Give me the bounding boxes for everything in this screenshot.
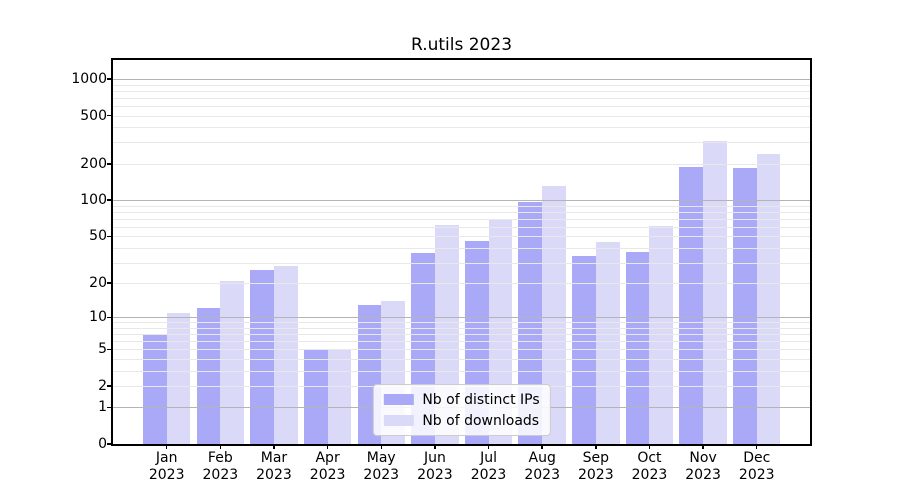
major-gridline-10 <box>113 317 810 319</box>
x-tick-month-mar: Mar <box>260 450 288 466</box>
bar-downloads-nov <box>703 140 727 444</box>
x-tick-year-dec: 2023 <box>738 467 775 483</box>
legend-swatch-downloads <box>383 415 414 426</box>
x-tick-label-oct: Oct 2023 <box>617 450 681 484</box>
x-tick-year-jun: 2023 <box>417 467 453 483</box>
minor-gridline-900 <box>113 84 810 86</box>
x-tick-label-dec: Dec 2023 <box>725 450 789 484</box>
minor-gridline-60 <box>113 226 810 228</box>
legend: Nb of distinct IPs Nb of downloads <box>372 384 551 436</box>
plot-area: Nb of distinct IPs Nb of downloads <box>111 58 812 446</box>
x-tick-label-may: May 2023 <box>349 450 413 484</box>
bar-downloads-apr <box>327 349 352 444</box>
bar-distinct-ips-apr <box>303 349 328 444</box>
x-tick-label-mar: Mar 2023 <box>242 450 306 484</box>
minor-gridline-800 <box>113 90 810 92</box>
minor-gridline-9 <box>113 322 810 324</box>
x-tick-month-nov: Nov <box>689 450 717 466</box>
minor-gridline-50 <box>113 236 810 238</box>
x-tick-month-apr: Apr <box>315 450 340 466</box>
x-tick-label-aug: Aug 2023 <box>510 450 574 484</box>
minor-gridline-600 <box>113 105 810 107</box>
legend-label-distinct-ips: Nb of distinct IPs <box>422 391 540 408</box>
minor-gridline-20 <box>113 283 810 285</box>
y-tick-label-100: 100 <box>80 192 107 209</box>
x-tick-month-jan: Jan <box>155 450 178 466</box>
y-tick-label-1: 1 <box>98 399 107 416</box>
minor-gridline-500 <box>113 115 810 117</box>
x-tick-year-mar: 2023 <box>256 467 292 483</box>
minor-gridline-4 <box>113 358 810 360</box>
minor-gridlines-layer <box>113 60 810 444</box>
x-tick-month-may: May <box>366 450 396 466</box>
bar-distinct-ips-mar <box>250 269 274 444</box>
x-tick-label-sep: Sep 2023 <box>564 450 628 484</box>
y-tick-label-200: 200 <box>80 155 107 172</box>
x-tick-year-apr: 2023 <box>309 467 346 483</box>
minor-gridline-7 <box>113 334 810 336</box>
x-tick-month-dec: Dec <box>743 450 771 466</box>
y-tick-label-2: 2 <box>98 377 107 394</box>
bar-distinct-ips-jan <box>143 334 167 444</box>
legend-label-downloads: Nb of downloads <box>422 412 540 429</box>
legend-item-downloads: Nb of downloads <box>383 410 539 431</box>
minor-gridline-80 <box>113 211 810 213</box>
x-tick-year-oct: 2023 <box>631 467 668 483</box>
legend-swatch-distinct-ips <box>383 394 414 405</box>
y-tick-label-20: 20 <box>89 275 107 292</box>
y-tick-label-5: 5 <box>98 341 107 358</box>
bar-distinct-ips-feb <box>196 308 221 444</box>
bar-downloads-aug <box>542 186 566 444</box>
minor-gridline-400 <box>113 127 810 129</box>
x-tick-year-jul: 2023 <box>470 467 507 483</box>
minor-gridline-90 <box>113 205 810 207</box>
x-tick-label-jun: Jun 2023 <box>403 450 467 484</box>
x-tick-month-sep: Sep <box>582 450 609 466</box>
x-tick-label-nov: Nov 2023 <box>671 450 735 484</box>
x-tick-month-oct: Oct <box>637 450 662 466</box>
x-tick-label-jan: Jan 2023 <box>135 450 199 484</box>
y-tick-label-500: 500 <box>80 107 107 124</box>
x-tick-label-feb: Feb 2023 <box>188 450 252 484</box>
minor-gridline-200 <box>113 163 810 165</box>
minor-gridline-6 <box>113 341 810 343</box>
bar-downloads-feb <box>220 280 245 444</box>
y-tick-label-0: 0 <box>98 436 107 452</box>
minor-gridline-8 <box>113 327 810 329</box>
major-gridline-1000 <box>113 78 810 80</box>
bar-downloads-sep <box>595 241 620 444</box>
x-tick-label-jul: Jul 2023 <box>457 450 521 484</box>
legend-item-distinct-ips: Nb of distinct IPs <box>383 389 540 410</box>
y-tick-label-50: 50 <box>89 228 107 245</box>
y-tick-label-10: 10 <box>89 309 107 326</box>
x-tick-year-sep: 2023 <box>577 467 614 483</box>
x-tick-month-feb: Feb <box>207 450 233 466</box>
minor-gridline-700 <box>113 97 810 99</box>
x-tick-label-apr: Apr 2023 <box>296 450 360 484</box>
x-tick-year-feb: 2023 <box>202 467 239 483</box>
minor-gridline-300 <box>113 142 810 144</box>
bar-distinct-ips-oct <box>625 251 650 444</box>
x-tick-year-nov: 2023 <box>685 467 721 483</box>
minor-gridline-3 <box>113 370 810 372</box>
bar-downloads-jan <box>166 312 191 444</box>
major-gridline-100 <box>113 200 810 202</box>
bar-distinct-ips-nov <box>679 166 704 444</box>
bar-downloads-mar <box>273 266 298 444</box>
minor-gridline-70 <box>113 218 810 220</box>
x-tick-month-jun: Jun <box>423 450 446 466</box>
y-tick-label-1000: 1000 <box>71 70 107 87</box>
x-tick-year-jan: 2023 <box>148 467 185 483</box>
minor-gridline-5 <box>113 349 810 351</box>
x-tick-month-jul: Jul <box>480 450 497 466</box>
x-tick-month-aug: Aug <box>528 450 556 466</box>
x-tick-year-aug: 2023 <box>524 467 560 483</box>
chart-title: R.utils 2023 <box>410 35 513 55</box>
x-tick-year-may: 2023 <box>363 467 400 483</box>
minor-gridline-40 <box>113 247 810 249</box>
minor-gridline-30 <box>113 262 810 264</box>
